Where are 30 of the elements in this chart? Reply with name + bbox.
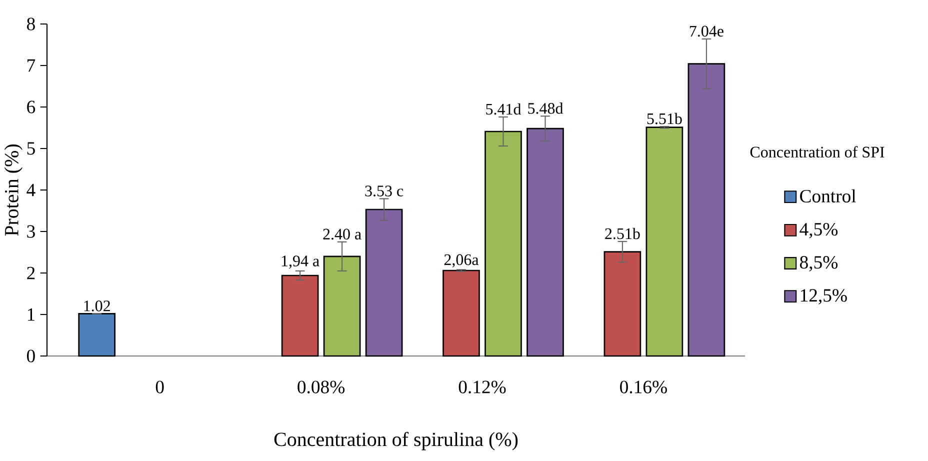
y-axis-title: Protein (%) — [4, 144, 22, 236]
legend-label: 8,5% — [800, 256, 838, 272]
data-label: 2.40 a — [323, 228, 362, 240]
legend-label: 4,5% — [800, 222, 838, 238]
data-label: 5.51b — [647, 112, 682, 124]
y-tick-label: 3 — [27, 225, 35, 238]
y-tick-label: 0 — [27, 350, 35, 362]
legend-label: 12,5% — [800, 289, 847, 304]
data-label: 1,94 a — [282, 256, 320, 269]
x-tick-label: 0.08% — [298, 380, 345, 394]
x-tick-label: 0.16% — [620, 380, 667, 394]
y-tick-label: 7 — [28, 59, 36, 72]
data-label: 7.04e — [690, 26, 724, 37]
y-tick-label: 8 — [27, 18, 35, 30]
data-label: 2.51b — [605, 228, 640, 240]
y-tick-label: 6 — [27, 100, 36, 114]
data-label: 2,06a — [444, 254, 479, 268]
legend-title: Concentration of SPI — [750, 146, 884, 158]
data-label: 5.48d — [528, 102, 564, 114]
x-axis-title: Concentration of spirulina (%) — [274, 432, 518, 450]
legend-label: Control — [800, 189, 856, 202]
data-label: 5.41d — [486, 103, 522, 115]
data-label: 1.02 — [84, 300, 110, 312]
y-tick-label: 4 — [26, 184, 36, 196]
data-label: 3.53 c — [365, 186, 404, 196]
x-tick-label: 0 — [156, 380, 164, 394]
y-tick-label: 2 — [27, 266, 35, 280]
x-tick-label: 0.12% — [458, 380, 506, 394]
y-tick-label: 5 — [27, 142, 35, 155]
y-tick-label: 1 — [28, 308, 35, 321]
